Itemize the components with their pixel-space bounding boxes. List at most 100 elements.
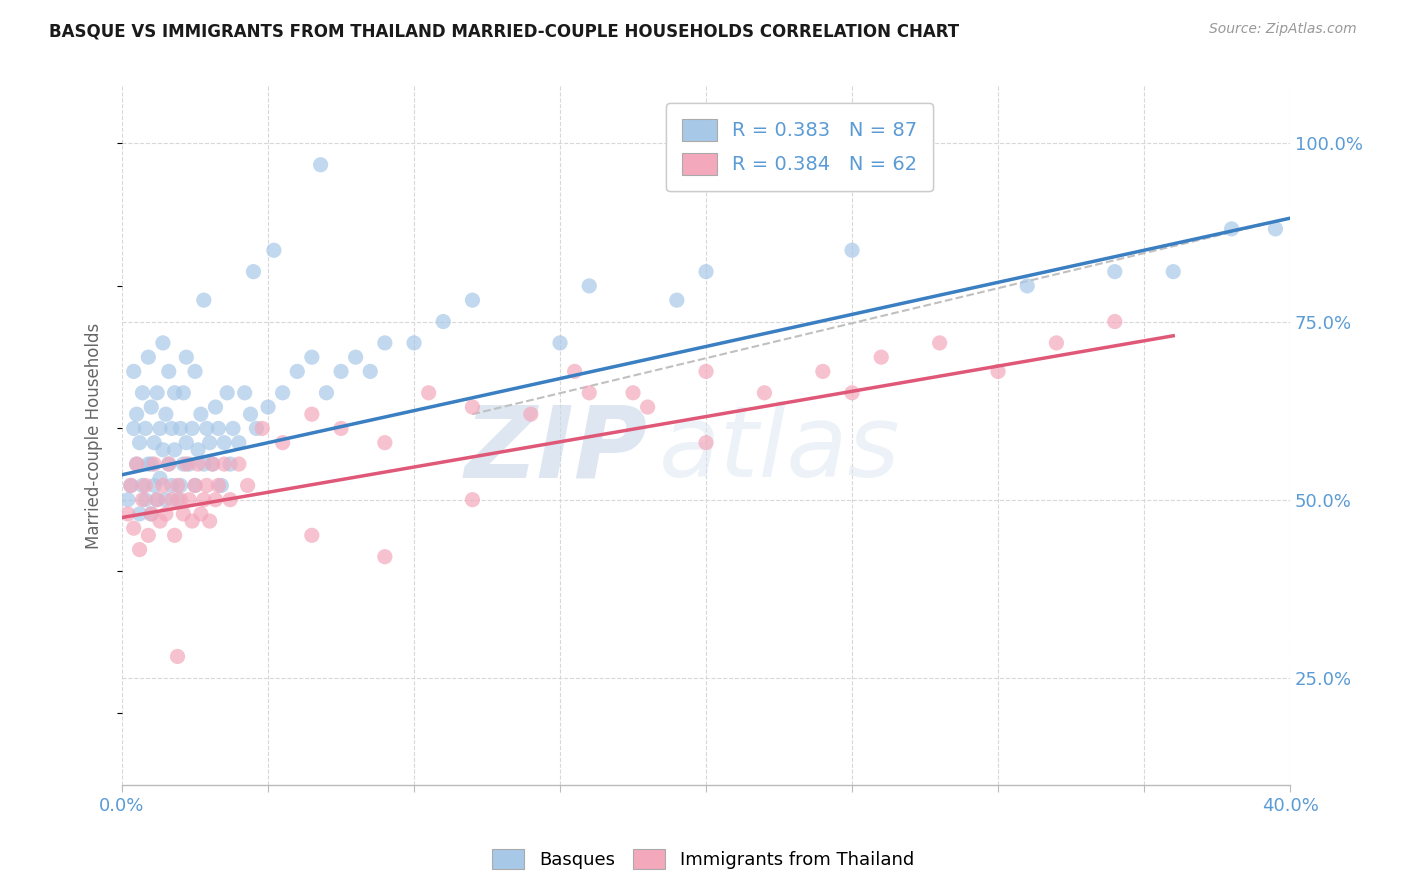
Point bbox=[120, 478, 142, 492]
Point bbox=[172, 385, 194, 400]
Point bbox=[146, 492, 169, 507]
Point bbox=[131, 478, 153, 492]
Point bbox=[374, 335, 396, 350]
Point bbox=[219, 492, 242, 507]
Point bbox=[152, 442, 174, 457]
Point bbox=[263, 244, 285, 258]
Point bbox=[166, 492, 188, 507]
Point bbox=[160, 478, 183, 492]
Point bbox=[131, 385, 153, 400]
Point bbox=[157, 457, 180, 471]
Point bbox=[125, 457, 148, 471]
Text: ZIP: ZIP bbox=[464, 401, 648, 498]
Point bbox=[811, 364, 834, 378]
Point bbox=[520, 407, 543, 421]
Point bbox=[250, 421, 273, 435]
Point bbox=[315, 385, 337, 400]
Point bbox=[695, 364, 717, 378]
Point bbox=[141, 507, 163, 521]
Point bbox=[665, 293, 688, 307]
Point bbox=[174, 435, 197, 450]
Point bbox=[198, 435, 221, 450]
Point bbox=[309, 158, 332, 172]
Point bbox=[134, 421, 156, 435]
Point bbox=[195, 478, 218, 492]
Point bbox=[131, 492, 153, 507]
Point bbox=[219, 457, 242, 471]
Point bbox=[330, 421, 353, 435]
Point bbox=[285, 364, 308, 378]
Point bbox=[257, 400, 280, 414]
Point bbox=[870, 350, 893, 364]
Point bbox=[179, 457, 201, 471]
Point bbox=[418, 385, 440, 400]
Point bbox=[621, 385, 644, 400]
Point bbox=[201, 457, 224, 471]
Point bbox=[204, 492, 226, 507]
Point bbox=[695, 265, 717, 279]
Point bbox=[242, 265, 264, 279]
Point bbox=[432, 314, 454, 328]
Point bbox=[157, 457, 180, 471]
Point bbox=[141, 457, 163, 471]
Point bbox=[841, 244, 863, 258]
Point bbox=[928, 335, 950, 350]
Point bbox=[181, 421, 204, 435]
Point bbox=[461, 492, 484, 507]
Point bbox=[578, 385, 600, 400]
Point bbox=[695, 435, 717, 450]
Point bbox=[125, 457, 148, 471]
Point bbox=[143, 478, 166, 492]
Point bbox=[149, 471, 172, 485]
Point bbox=[217, 385, 239, 400]
Point bbox=[1220, 222, 1243, 236]
Point bbox=[193, 457, 215, 471]
Text: Source: ZipAtlas.com: Source: ZipAtlas.com bbox=[1209, 22, 1357, 37]
Point bbox=[163, 385, 186, 400]
Point bbox=[193, 492, 215, 507]
Point bbox=[402, 335, 425, 350]
Point bbox=[233, 385, 256, 400]
Point bbox=[141, 400, 163, 414]
Point bbox=[187, 442, 209, 457]
Point bbox=[117, 507, 139, 521]
Point bbox=[149, 514, 172, 528]
Point bbox=[204, 400, 226, 414]
Point bbox=[128, 507, 150, 521]
Point bbox=[987, 364, 1010, 378]
Point bbox=[461, 293, 484, 307]
Point bbox=[117, 492, 139, 507]
Point bbox=[374, 549, 396, 564]
Point bbox=[236, 478, 259, 492]
Point bbox=[330, 364, 353, 378]
Point bbox=[136, 350, 159, 364]
Point bbox=[201, 457, 224, 471]
Point bbox=[152, 335, 174, 350]
Point bbox=[1161, 265, 1184, 279]
Point bbox=[271, 435, 294, 450]
Point bbox=[143, 435, 166, 450]
Point bbox=[179, 492, 201, 507]
Point bbox=[301, 407, 323, 421]
Point bbox=[301, 350, 323, 364]
Point bbox=[149, 421, 172, 435]
Point bbox=[245, 421, 267, 435]
Point bbox=[181, 514, 204, 528]
Point bbox=[184, 478, 207, 492]
Legend: Basques, Immigrants from Thailand: Basques, Immigrants from Thailand bbox=[482, 839, 924, 879]
Point bbox=[172, 507, 194, 521]
Point bbox=[359, 364, 381, 378]
Point bbox=[136, 528, 159, 542]
Point bbox=[548, 335, 571, 350]
Point bbox=[228, 435, 250, 450]
Point bbox=[190, 507, 212, 521]
Point bbox=[128, 542, 150, 557]
Point bbox=[160, 421, 183, 435]
Point bbox=[163, 528, 186, 542]
Point bbox=[157, 364, 180, 378]
Point bbox=[1104, 314, 1126, 328]
Point bbox=[207, 421, 229, 435]
Point bbox=[155, 407, 177, 421]
Point bbox=[172, 457, 194, 471]
Point bbox=[841, 385, 863, 400]
